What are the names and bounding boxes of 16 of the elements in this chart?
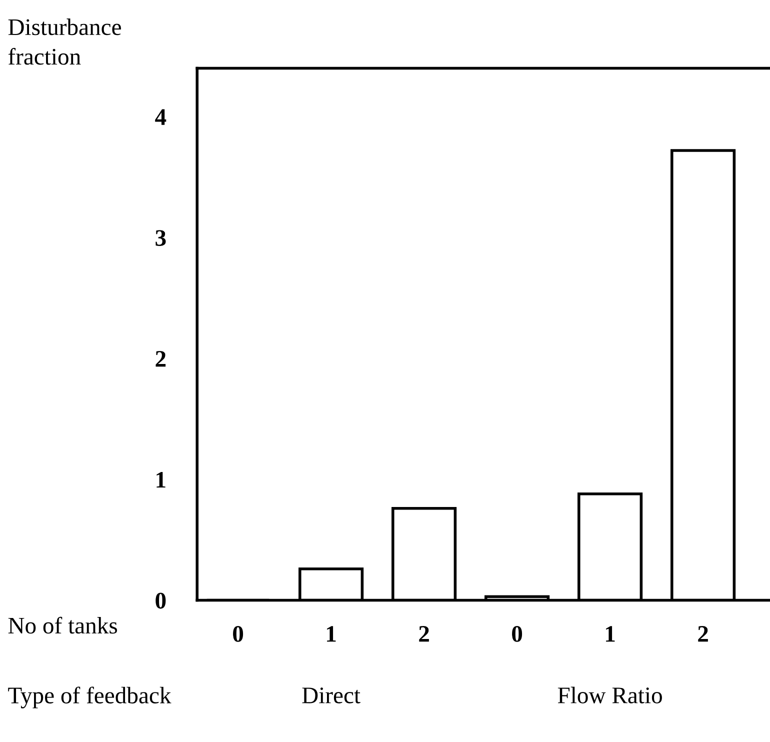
x-tick-label: 0 (233, 626, 244, 642)
y-tick-label: 2 (156, 351, 166, 367)
text: Flow Ratio (558, 686, 662, 704)
x-tick-label: 2 (419, 626, 429, 642)
x-tick-label: 1 (606, 626, 615, 642)
y-tick-label: 1 (156, 472, 166, 488)
y-tick-label: 3 (156, 230, 166, 246)
x-axis-title: No of tanks (8, 616, 118, 634)
x-tick-label: 1 (327, 626, 336, 642)
y-tick-label: 4 (155, 109, 166, 125)
x-tick-label: 2 (698, 626, 708, 642)
x-tick-label: 0 (512, 626, 522, 642)
text: Type of feedback (8, 686, 172, 708)
y-axis-title: Disturbance fraction (8, 18, 121, 65)
text: Direct (302, 688, 360, 704)
y-tick-label: 0 (156, 592, 166, 609)
